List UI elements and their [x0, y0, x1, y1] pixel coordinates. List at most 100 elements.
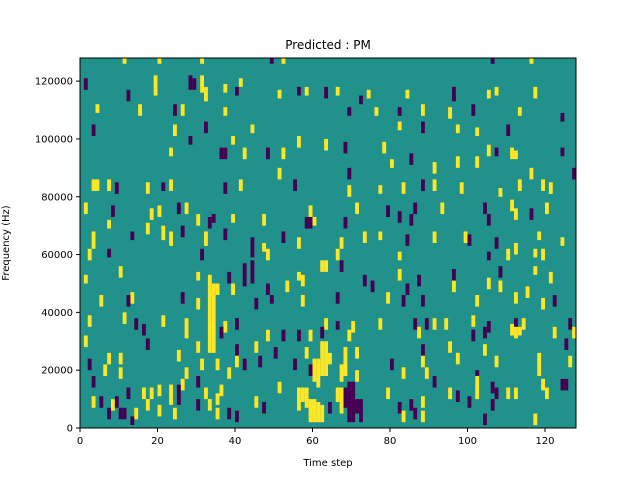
heatmap-cell [176, 202, 181, 215]
heatmap-cell [386, 205, 391, 217]
y-tick-label: 20000 [41, 366, 73, 377]
heatmap-cell [231, 136, 236, 145]
heatmap-cell [304, 347, 309, 359]
heatmap-cell [494, 387, 499, 400]
heatmap-cell [359, 399, 363, 423]
heatmap-cell [250, 260, 255, 284]
heatmap-cell [390, 159, 394, 168]
heatmap-cell [219, 326, 224, 339]
y-tick-label: 40000 [41, 308, 73, 319]
heatmap-cell [324, 86, 329, 99]
heatmap-cell [107, 352, 112, 365]
heatmap-cell [87, 248, 92, 261]
x-tick-label: 0 [77, 436, 83, 447]
heatmap-cell [397, 121, 402, 131]
heatmap-cell [211, 283, 216, 353]
heatmap-cell [285, 280, 290, 293]
heatmap-cell [324, 341, 329, 376]
heatmap-cell [545, 202, 549, 215]
heatmap-cell [335, 387, 340, 402]
heatmap-cell [231, 214, 236, 223]
heatmap-cell [281, 231, 286, 243]
heatmap-cell [452, 269, 456, 281]
heatmap-cell [169, 179, 174, 191]
heatmap-cell [452, 86, 456, 102]
heatmap-cell [343, 216, 348, 229]
heatmap-cell [459, 182, 464, 194]
heatmap-cell [126, 387, 131, 400]
heatmap-cell [397, 269, 402, 281]
heatmap-cell [157, 384, 162, 397]
heatmap-cell [107, 248, 112, 258]
heatmap-cell [223, 147, 228, 160]
heatmap-cell [277, 381, 282, 394]
heatmap-cell [486, 214, 491, 226]
heatmap-cell [312, 358, 317, 382]
heatmap-cell [235, 344, 239, 356]
heatmap-cell [328, 401, 332, 414]
heatmap-cell [560, 378, 565, 391]
heatmap-cell [541, 248, 546, 261]
heatmap-cell [169, 231, 174, 246]
heatmap-cell [231, 283, 236, 296]
heatmap-cell [122, 58, 127, 64]
heatmap-cell [227, 367, 232, 379]
heatmap-cell [122, 312, 127, 324]
heatmap-cell [297, 387, 301, 402]
heatmap-cell [386, 292, 391, 304]
heatmap-cell [339, 260, 344, 272]
heatmap-cell [254, 396, 259, 408]
heatmap-cell [320, 341, 325, 376]
heatmap-cell [421, 396, 425, 408]
heatmap-cell [304, 86, 309, 96]
heatmap-cell [424, 367, 429, 379]
heatmap-cell [130, 416, 135, 426]
heatmap-cell [455, 390, 460, 402]
heatmap-cell [510, 199, 515, 212]
heatmap-cell [448, 387, 453, 400]
heatmap-cell [537, 231, 542, 241]
heatmap-cell [506, 248, 511, 261]
heatmap-cell [297, 271, 301, 281]
heatmap-cell [335, 321, 340, 330]
x-tick-label: 40 [229, 436, 242, 447]
heatmap-cell [188, 75, 193, 90]
heatmap-cell [242, 147, 247, 160]
heatmap-cell [95, 104, 100, 113]
heatmap-cell [483, 326, 487, 339]
heatmap-cell [99, 295, 104, 307]
heatmap-cell [200, 358, 205, 371]
heatmap-cell [548, 182, 553, 194]
heatmap-cell [514, 150, 518, 160]
heatmap-cell [486, 321, 491, 333]
heatmap-cell [281, 58, 286, 64]
heatmap-cell [204, 231, 208, 246]
heatmap-cell [560, 112, 565, 122]
heatmap-cell [541, 179, 546, 191]
heatmap-cell [235, 86, 239, 96]
heatmap-cell [262, 214, 267, 226]
heatmap-cell [180, 378, 185, 391]
heatmap-cell [145, 399, 150, 411]
heatmap-cell [378, 318, 383, 330]
heatmap-cell [529, 58, 534, 64]
heatmap-cell [262, 401, 267, 414]
heatmap-cell [413, 318, 418, 330]
heatmap-cell [355, 347, 360, 359]
heatmap-cell [176, 349, 181, 362]
heatmap-cell [347, 107, 352, 116]
heatmap-cell [347, 167, 352, 180]
heatmap-cell [355, 370, 360, 382]
heatmap-cell [169, 384, 174, 405]
heatmap-cell [432, 318, 437, 330]
heatmap-cell [533, 86, 538, 99]
heatmap-cell [173, 407, 177, 420]
heatmap-cell [215, 358, 220, 371]
heatmap-cell [572, 326, 577, 339]
heatmap-cell [471, 104, 476, 116]
heatmap-cell [471, 329, 476, 342]
heatmap-cell [362, 274, 367, 287]
heatmap-cell [483, 413, 487, 426]
heatmap-cell [254, 341, 259, 353]
heatmap-cell [281, 147, 286, 160]
